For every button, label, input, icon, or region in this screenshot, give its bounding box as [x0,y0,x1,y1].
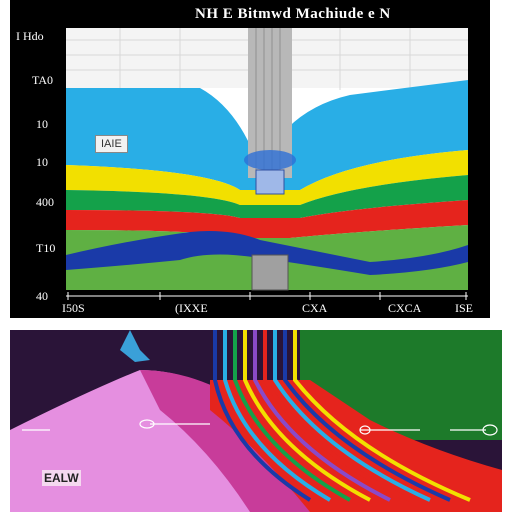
x-axis-label-1: I50S [62,301,85,315]
x-axis-label-3: CXA [302,301,328,315]
x-axis-label-4: CXCA [388,301,422,315]
y-axis-label-6: T10 [36,241,56,255]
cross-section-graphic [66,28,468,300]
inset-label-top: IAIE [95,135,128,153]
callout-pointers [22,419,498,436]
x-axis-ticks [67,292,467,300]
y-axis-label-7: 40 [36,289,48,303]
y-axis-label-4: 10 [36,155,48,169]
y-axis-label-3: 10 [36,117,48,131]
y-axis-label-1: I Hdo [16,29,44,43]
cross-section-diagram-top: NH E Bitmwd Machiude e N I Hdo TA0 10 10… [10,0,490,318]
diagram-title: NH E Bitmwd Machiude e N [195,6,391,22]
well-base [251,254,289,291]
fluid-streams [213,330,471,502]
x-axis-label-5: ISE [455,301,473,315]
terrain-graphic [10,330,502,512]
blue-fluid-channel [66,231,468,275]
x-axis-label-2: (IXXE [175,301,208,315]
well-head-unit [255,169,285,195]
well-head-glow [244,150,296,170]
red-stratum [66,200,468,238]
y-axis-label-2: TA0 [32,73,54,87]
cyan-stratum [66,80,468,190]
green-stratum [66,175,468,218]
inset-label-bottom: EALW [42,470,81,486]
y-axis-label-5: 400 [36,195,54,209]
cross-section-diagram-bottom: EALW [10,330,502,512]
yellow-stratum [66,150,468,205]
figure-icon [120,330,150,362]
